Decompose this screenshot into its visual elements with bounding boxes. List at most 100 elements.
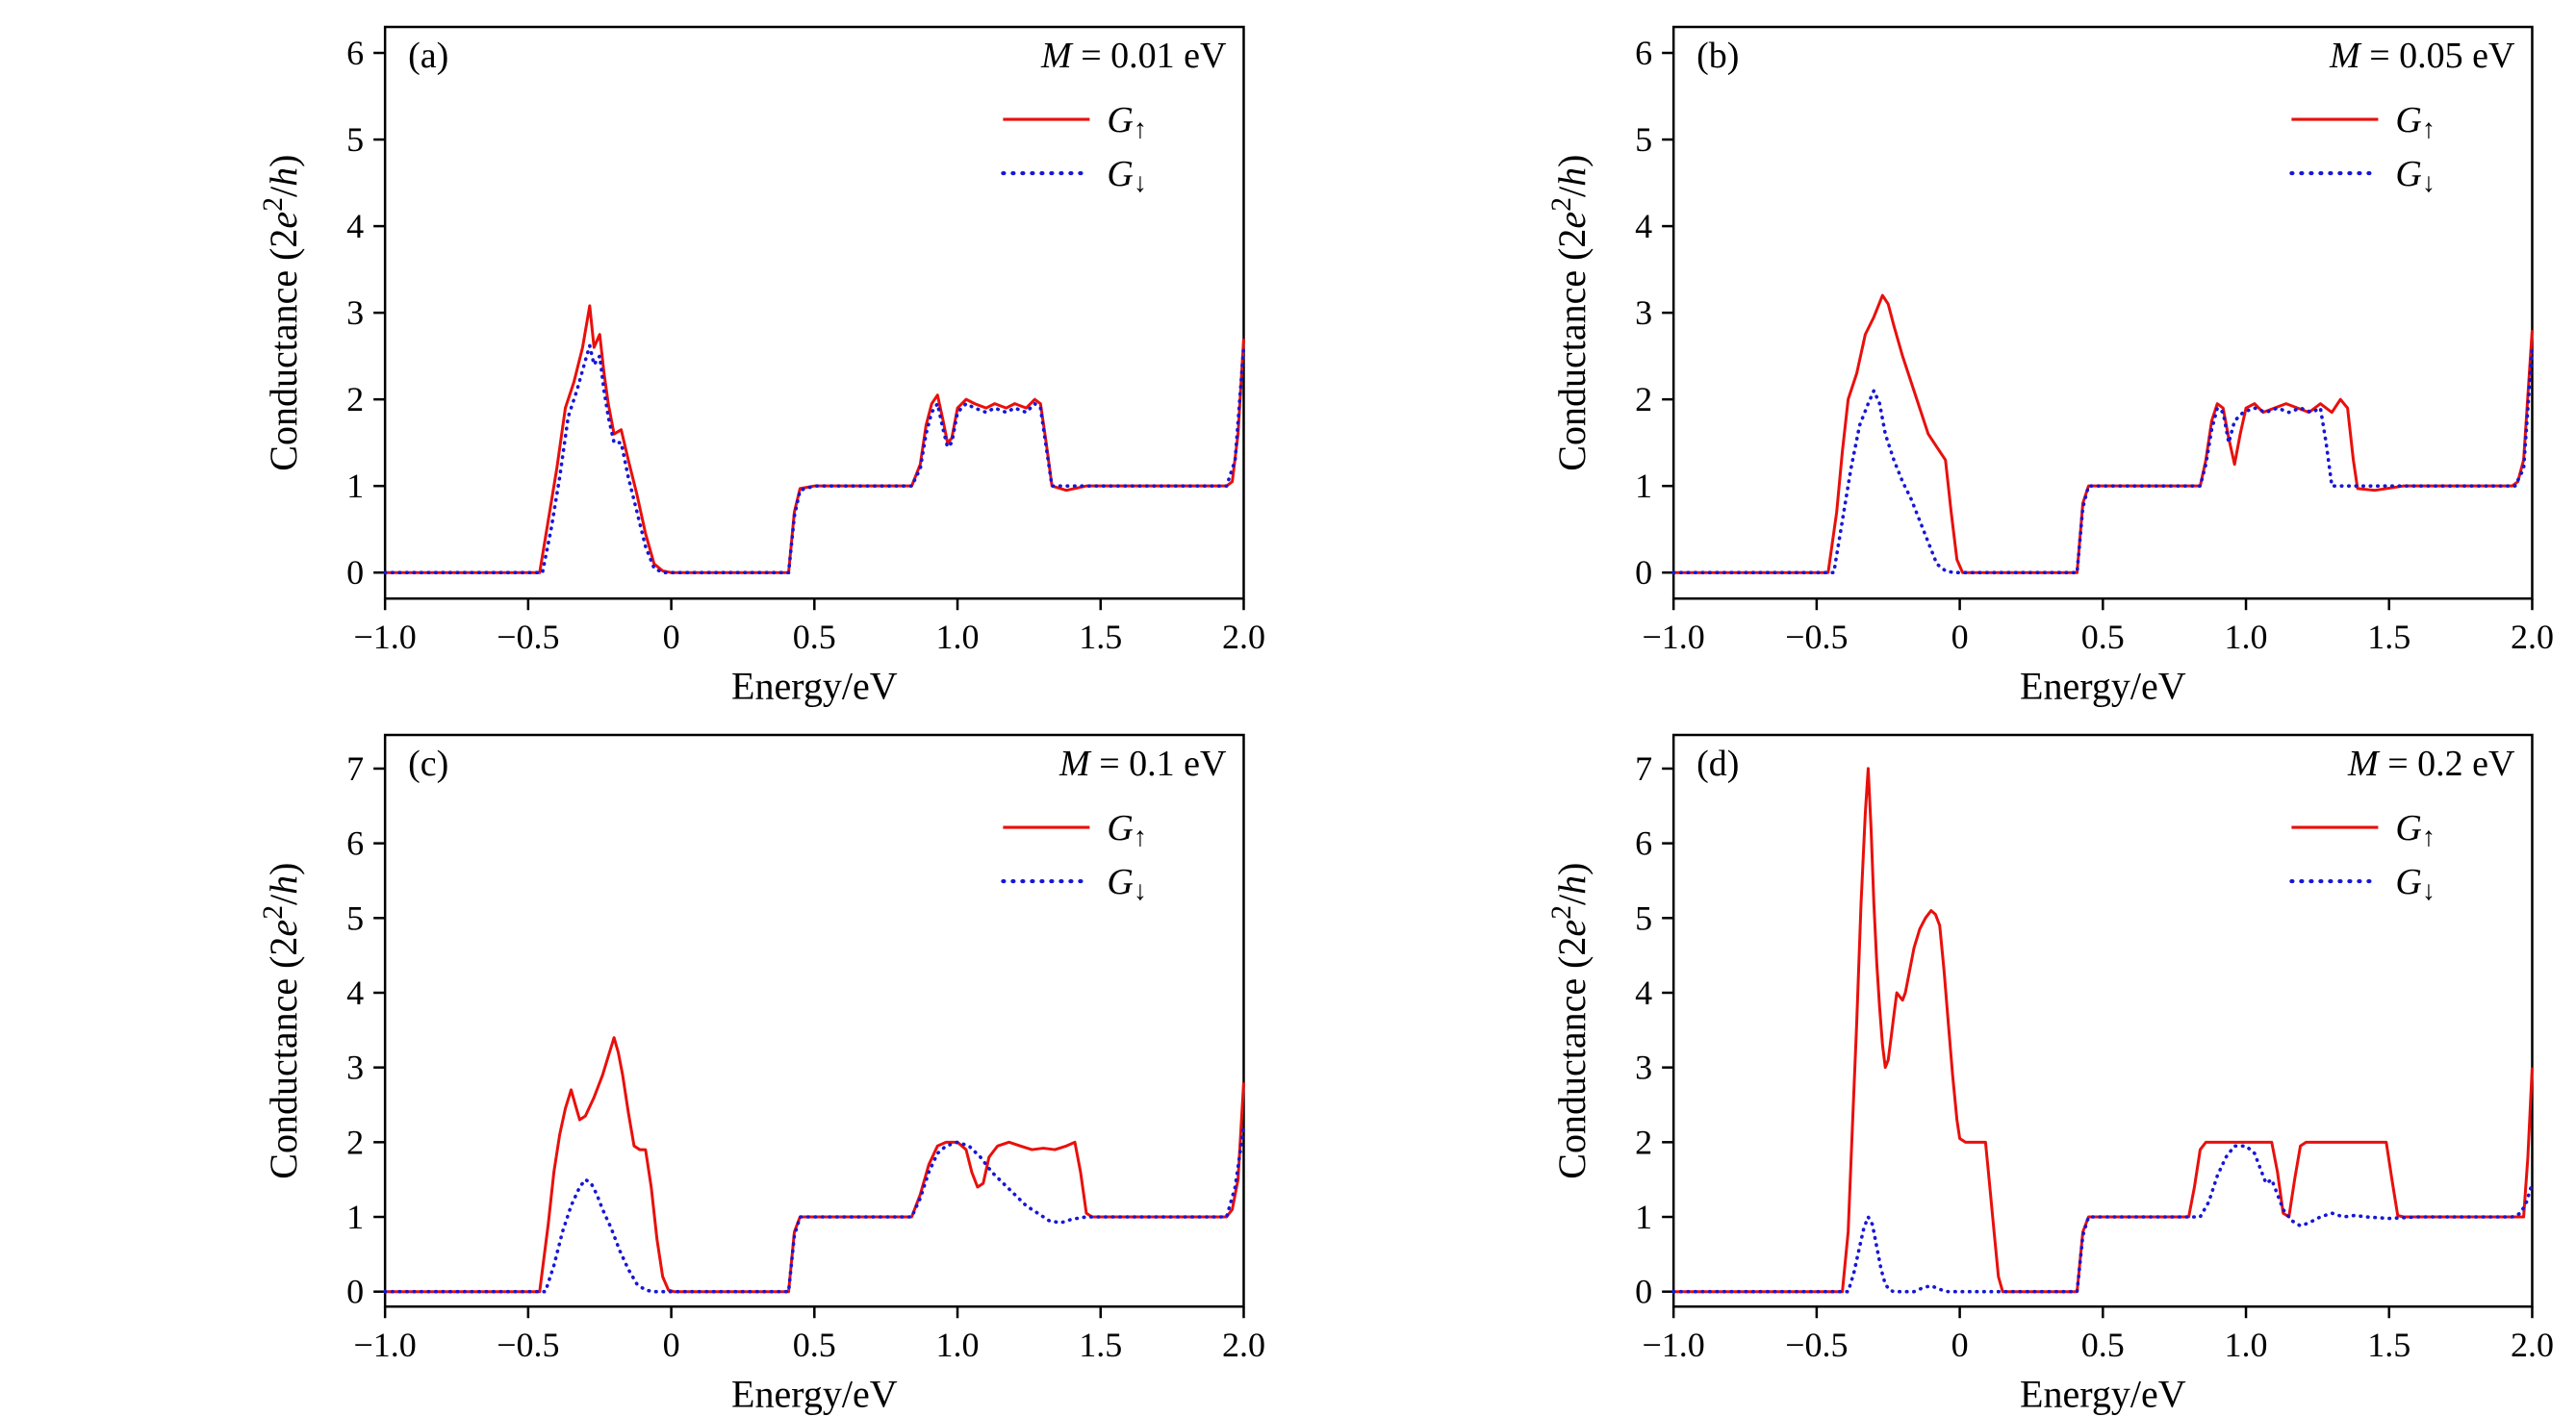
y-tick-label: 5 [346, 899, 364, 938]
legend-label: G↑ [2395, 808, 2436, 852]
y-tick-label: 1 [346, 1198, 364, 1236]
x-tick-label: −0.5 [497, 618, 559, 656]
legend-label: G↓ [2395, 154, 2436, 198]
y-tick-label: 4 [1635, 207, 1652, 245]
y-tick-label: 0 [1635, 1273, 1652, 1311]
x-axis-title: Energy/eV [731, 1373, 898, 1416]
x-axis-title: Energy/eV [2020, 664, 2186, 707]
y-tick-label: 4 [1635, 974, 1652, 1012]
x-tick-label: −1.0 [353, 1327, 416, 1365]
y-tick-label: 4 [346, 974, 364, 1012]
y-tick-label: 3 [346, 1049, 364, 1087]
panel-label: (d) [1696, 744, 1739, 784]
y-axis-title: Conductance (2e2/h) [258, 155, 305, 471]
x-tick-label: 2.0 [1222, 618, 1265, 656]
y-tick-label: 3 [1635, 293, 1652, 332]
legend-label: G↓ [1107, 154, 1147, 198]
x-tick-label: −1.0 [353, 618, 416, 656]
y-tick-label: 6 [1635, 824, 1652, 863]
y-tick-label: 6 [346, 824, 364, 863]
y-tick-label: 6 [1635, 34, 1652, 72]
legend-item-g-down: G↓ [2291, 154, 2436, 198]
legend-item-g-up: G↑ [1003, 100, 1147, 144]
x-tick-label: 1.0 [936, 1327, 980, 1365]
x-tick-label: 0 [663, 618, 680, 656]
series-g-up [385, 1038, 1243, 1292]
x-tick-label: 0 [1951, 618, 1968, 656]
panel-label: (b) [1696, 36, 1739, 76]
series-g-up [1673, 295, 2532, 572]
x-tick-label: −1.0 [1642, 1327, 1704, 1365]
panel-title: M = 0.01 eV [1040, 36, 1227, 76]
x-tick-label: −0.5 [1785, 618, 1848, 656]
legend-item-g-up: G↑ [2291, 808, 2436, 852]
y-axis-title: Conductance (2e2/h) [1545, 155, 1593, 471]
x-tick-label: 1.0 [936, 618, 980, 656]
panel-label: (a) [408, 36, 448, 76]
y-tick-label: 1 [1635, 467, 1652, 505]
x-tick-label: 0.5 [2080, 1327, 2124, 1365]
x-tick-label: −0.5 [1785, 1327, 1848, 1365]
y-axis-title: Conductance (2e2/h) [1545, 863, 1593, 1179]
y-tick-label: 2 [346, 1124, 364, 1162]
legend-label: G↑ [1107, 100, 1147, 144]
y-tick-label: 4 [346, 207, 364, 245]
y-tick-label: 7 [1635, 749, 1652, 788]
y-tick-label: 2 [1635, 380, 1652, 418]
panel-title: M = 0.05 eV [2329, 36, 2515, 76]
legend-item-g-up: G↑ [2291, 100, 2436, 144]
x-tick-label: 0 [663, 1327, 680, 1365]
x-tick-label: 1.0 [2224, 618, 2267, 656]
x-tick-label: 1.5 [2367, 1327, 2410, 1365]
x-tick-label: 2.0 [1222, 1327, 1265, 1365]
y-axis-title: Conductance (2e2/h) [258, 863, 305, 1179]
y-tick-label: 3 [346, 293, 364, 332]
x-tick-label: 1.5 [1079, 1327, 1122, 1365]
panel-title: M = 0.2 eV [2347, 744, 2515, 784]
legend-item-g-down: G↓ [1003, 862, 1147, 906]
series-g-down [1673, 1147, 2532, 1292]
y-tick-label: 6 [346, 34, 364, 72]
y-tick-label: 0 [346, 553, 364, 592]
legend-item-g-down: G↓ [2291, 862, 2436, 906]
x-tick-label: −1.0 [1642, 618, 1704, 656]
legend-label: G↑ [2395, 100, 2436, 144]
y-tick-label: 3 [1635, 1049, 1652, 1087]
y-tick-label: 5 [1635, 899, 1652, 938]
x-tick-label: 1.5 [1079, 618, 1122, 656]
x-tick-label: −0.5 [497, 1327, 559, 1365]
x-tick-label: 2.0 [2510, 1327, 2553, 1365]
x-tick-label: 2.0 [2510, 618, 2553, 656]
x-tick-label: 1.0 [2224, 1327, 2267, 1365]
legend-item-g-down: G↓ [1003, 154, 1147, 198]
series-g-up [385, 306, 1243, 572]
series-g-down [385, 1127, 1243, 1292]
y-tick-label: 2 [1635, 1124, 1652, 1162]
legend-item-g-up: G↑ [1003, 808, 1147, 852]
y-tick-label: 2 [346, 380, 364, 418]
x-tick-label: 0 [1951, 1327, 1968, 1365]
panel-title: M = 0.1 eV [1058, 744, 1227, 784]
y-tick-label: 7 [346, 749, 364, 788]
legend-label: G↓ [1107, 862, 1147, 906]
series-g-down [385, 345, 1243, 572]
x-tick-label: 0.5 [793, 618, 836, 656]
x-axis-title: Energy/eV [731, 664, 898, 707]
y-tick-label: 0 [1635, 553, 1652, 592]
series-g-down [1673, 347, 2532, 572]
x-tick-label: 1.5 [2367, 618, 2410, 656]
x-axis-title: Energy/eV [2020, 1373, 2186, 1416]
y-tick-label: 0 [346, 1273, 364, 1311]
legend-label: G↑ [1107, 808, 1147, 852]
y-tick-label: 5 [1635, 120, 1652, 159]
panel-label: (c) [408, 744, 448, 784]
